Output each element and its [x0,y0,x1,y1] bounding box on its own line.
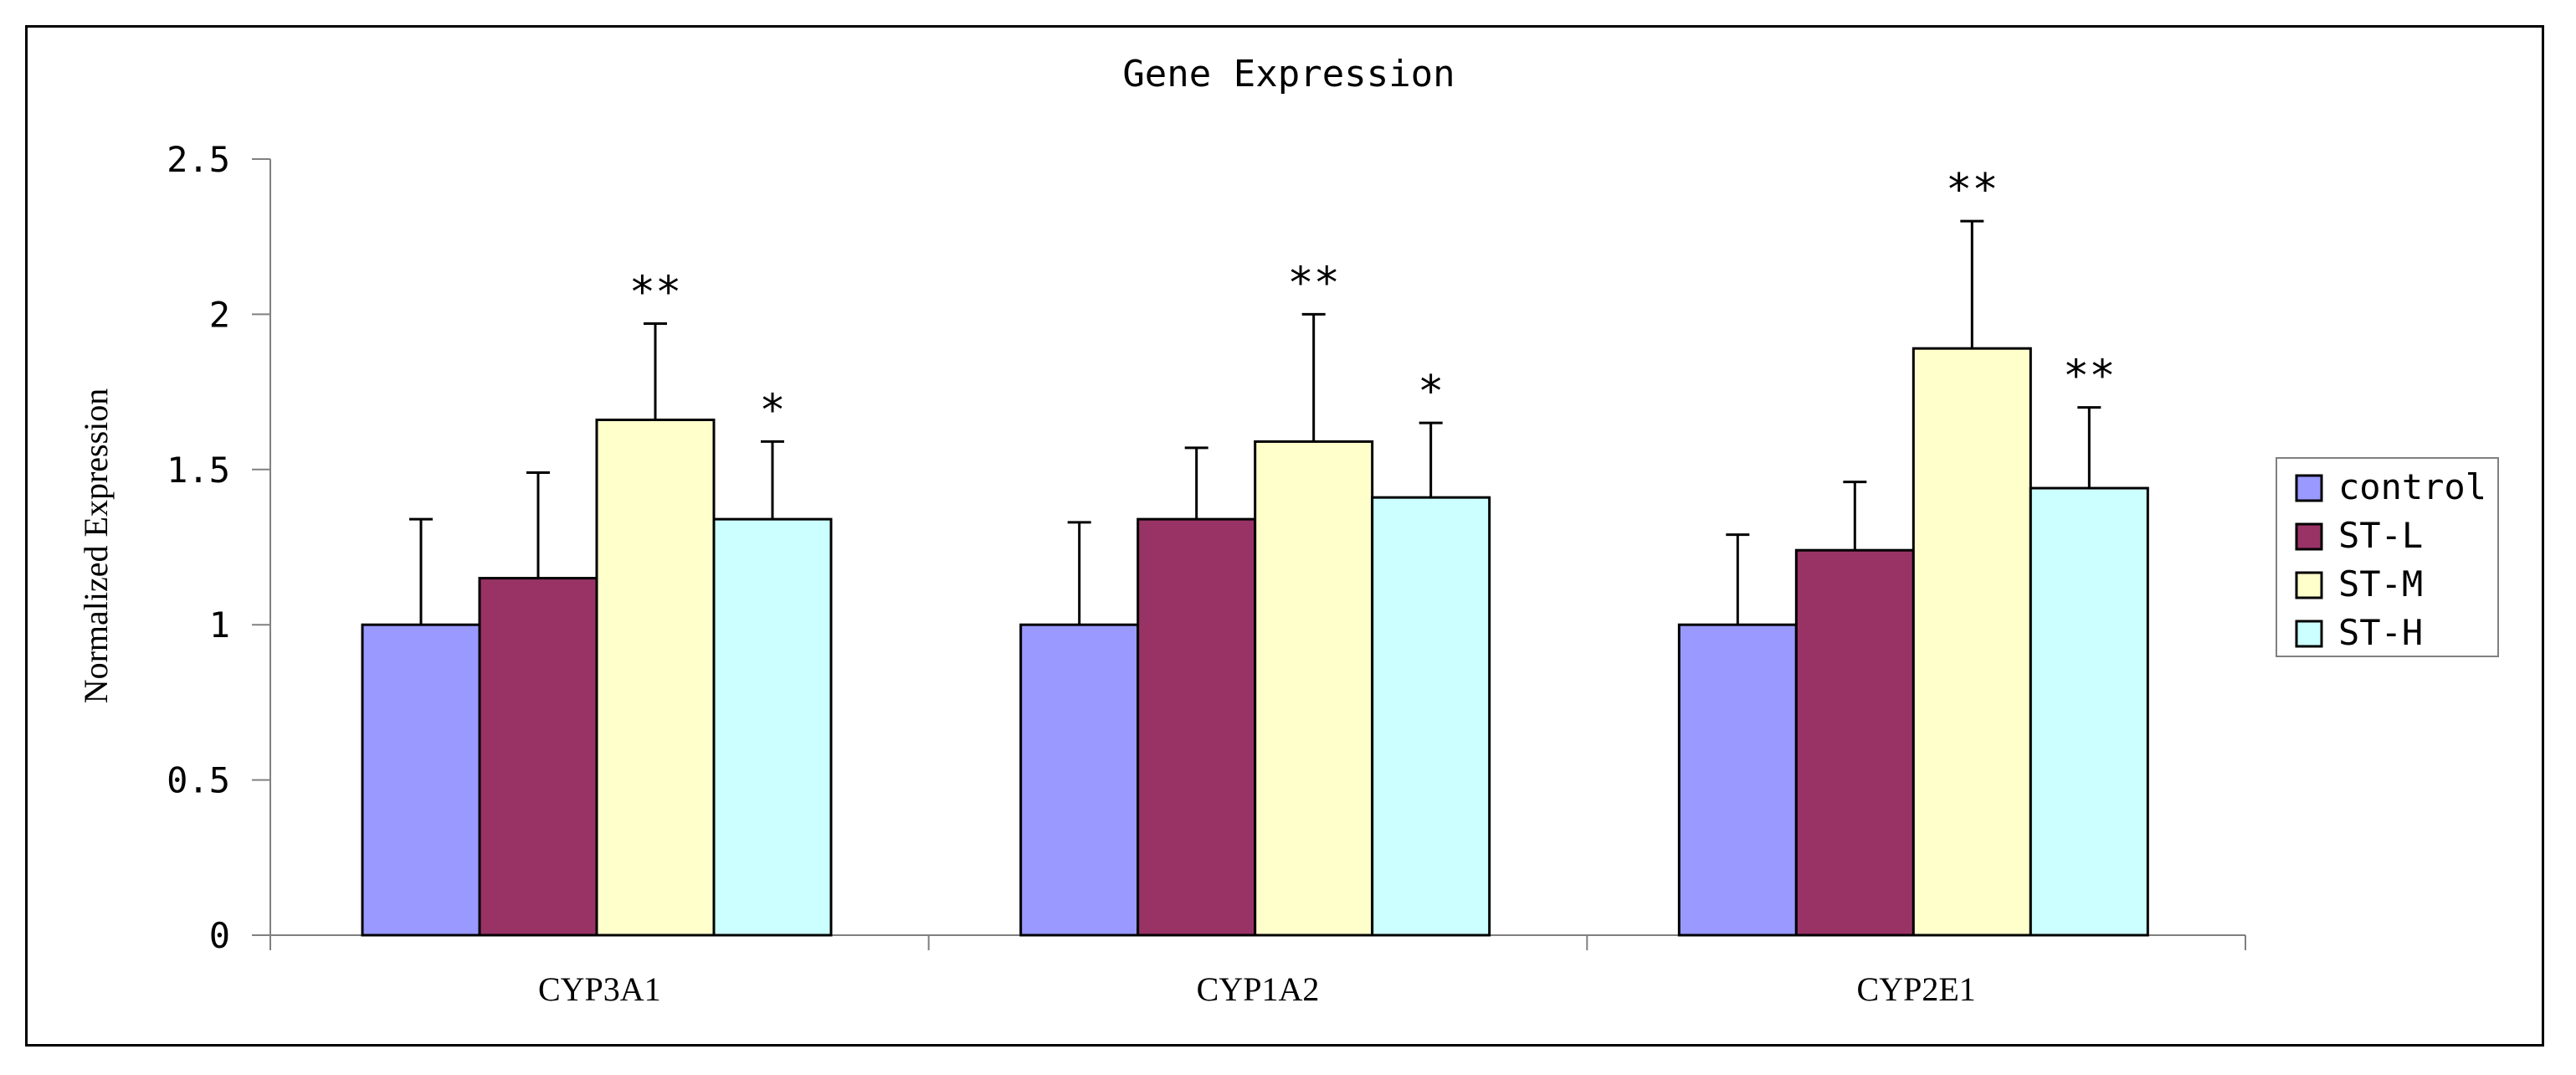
chart-title: Gene Expression [1122,53,1455,95]
legend-swatch-control [2295,474,2323,502]
y-axis-title: Normalized Expression [77,388,115,704]
bar-st-l-cyp3a1 [478,577,598,937]
y-tick-label: 1 [209,604,230,646]
y-tick-label: 0 [209,915,230,956]
significance-annotation: ** [1946,165,1999,215]
bar-st-m-cyp2e1 [1911,347,2032,937]
significance-annotation: ** [2063,352,2116,402]
legend: control ST-L ST-M ST-H [2276,457,2499,657]
bar-st-h-cyp2e1 [2029,486,2149,937]
legend-label-st-l: ST-L [2338,515,2423,556]
significance-annotation: * [759,385,785,435]
bar-control-cyp2e1 [1677,623,1798,937]
x-category-label: CYP2E1 [1857,970,1976,1008]
y-tick-label: 2 [209,294,230,335]
significance-annotation: * [1418,367,1444,417]
legend-label-control: control [2338,466,2486,507]
bar-st-m-cyp3a1 [595,418,716,937]
significance-annotation: ** [1287,258,1340,308]
bar-control-cyp3a1 [361,623,481,937]
legend-swatch-st-m [2295,571,2323,599]
bar-st-l-cyp1a2 [1137,517,1257,937]
bar-control-cyp1a2 [1019,623,1140,937]
legend-swatch-st-h [2295,620,2323,648]
legend-label-st-m: ST-M [2338,563,2423,604]
y-tick-label: 0.5 [167,760,230,801]
significance-annotation: ** [629,268,682,318]
legend-label-st-h: ST-H [2338,612,2423,653]
bar-st-m-cyp1a2 [1254,440,1374,937]
bar-st-l-cyp2e1 [1794,548,1915,937]
y-tick-label: 1.5 [167,450,230,491]
x-category-label: CYP1A2 [1197,970,1320,1008]
bar-st-h-cyp1a2 [1371,496,1491,937]
bar-st-h-cyp3a1 [712,517,833,937]
y-tick-label: 2.5 [167,139,230,180]
x-category-label: CYP3A1 [538,970,661,1008]
legend-swatch-st-l [2295,522,2323,551]
